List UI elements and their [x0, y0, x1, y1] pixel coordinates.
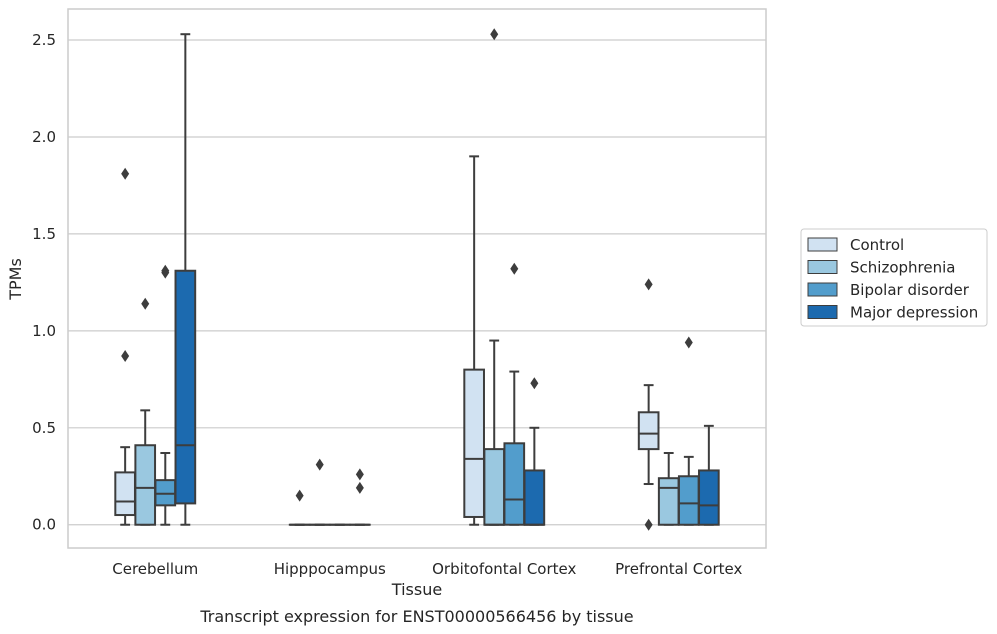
box-2-2	[503, 262, 526, 526]
grid-lines	[68, 39, 766, 526]
y-tick-label: 0.5	[32, 419, 56, 437]
outlier-point	[295, 489, 304, 502]
figure-caption: Transcript expression for ENST0000056645…	[199, 607, 633, 626]
outlier-point	[644, 278, 653, 291]
box-body	[698, 469, 720, 526]
legend-swatch	[807, 260, 838, 274]
legend-frame	[800, 228, 988, 327]
box-body	[483, 448, 506, 526]
box-2-0	[463, 155, 485, 526]
legend-label: Control	[850, 236, 904, 254]
box-body	[114, 471, 136, 517]
box-body	[677, 475, 700, 526]
box-body	[134, 444, 157, 526]
x-tick-label: Cerebellum	[112, 560, 198, 578]
legend-swatch	[807, 305, 838, 319]
outlier-point	[121, 350, 130, 363]
legend-items: Control Schizophrenia Bipolar disorder Majo…	[807, 236, 978, 322]
x-tick-label: Hipppocampus	[274, 560, 386, 578]
box-0-0	[114, 167, 136, 526]
outlier-point	[161, 264, 170, 277]
outlier-point	[530, 377, 539, 390]
legend-label: Major depression	[850, 304, 978, 322]
legend-label: Schizophrenia	[850, 259, 955, 277]
box-3-2	[677, 336, 700, 526]
y-axis-title: TPMs	[6, 258, 25, 301]
plot-area-frame	[67, 8, 767, 549]
box-body	[503, 442, 526, 526]
outlier-point	[121, 167, 130, 180]
legend-swatch	[807, 282, 838, 297]
box-1-3	[349, 468, 371, 526]
box-2-1	[483, 28, 506, 526]
outlier-point	[355, 468, 364, 481]
y-tick-label: 0.0	[32, 516, 56, 534]
box-body	[657, 477, 680, 526]
outlier-point	[490, 28, 499, 41]
x-tick-label: Prefrontal Cortex	[615, 560, 742, 578]
outlier-point	[141, 297, 150, 310]
box-3-0	[637, 278, 660, 531]
boxes	[114, 28, 720, 531]
legend-swatch	[807, 237, 838, 252]
box-0-1	[134, 297, 157, 526]
box-body	[637, 411, 660, 451]
box-2-3	[523, 377, 546, 526]
box-0-2	[154, 264, 177, 526]
outlier-point	[644, 518, 653, 531]
y-tick-label: 2.0	[32, 128, 56, 146]
legend: Control Schizophrenia Bipolar disorder Majo…	[800, 228, 988, 327]
outlier-point	[355, 481, 364, 494]
box-body	[523, 469, 546, 526]
x-tick-label: Orbitofontal Cortex	[432, 560, 576, 578]
outlier-point	[315, 458, 324, 471]
box-body	[463, 368, 485, 518]
outlier-point	[684, 336, 693, 349]
box-3-1	[657, 451, 680, 526]
y-axis-ticks: 0.0 0.5 1.0 1.5 2.0 2.5	[32, 31, 56, 534]
y-tick-label: 1.0	[32, 322, 56, 340]
y-tick-label: 2.5	[32, 31, 56, 49]
legend-label: Bipolar disorder	[850, 281, 970, 299]
x-axis-title: Tissue	[391, 580, 442, 599]
box-0-3	[174, 33, 197, 526]
y-tick-label: 1.5	[32, 225, 56, 243]
box-1-0	[288, 489, 311, 526]
box-1-1	[308, 458, 331, 526]
outlier-point	[510, 262, 519, 275]
x-axis-ticks: Cerebellum Hipppocampus Orbitofontal Corte…	[112, 560, 742, 578]
box-3-3	[698, 424, 720, 526]
box-body	[174, 269, 197, 505]
